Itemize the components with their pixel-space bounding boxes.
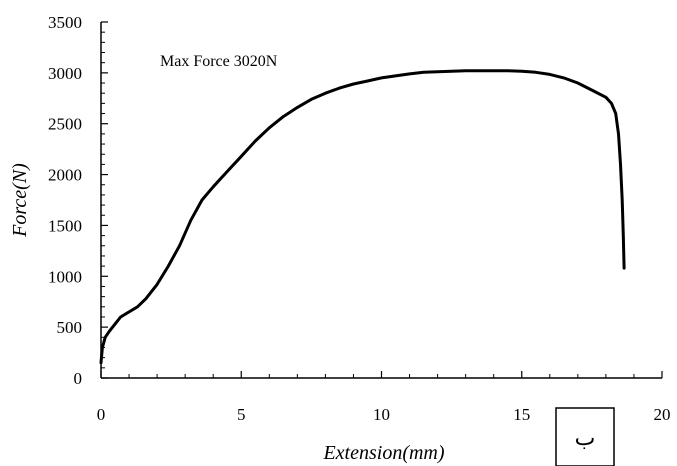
x-tick-label: 5 bbox=[237, 405, 246, 424]
y-tick-label: 1500 bbox=[48, 216, 82, 235]
x-axis-title: Extension(mm) bbox=[322, 442, 444, 464]
x-tick-label: 15 bbox=[513, 405, 530, 424]
y-tick-label: 2500 bbox=[48, 115, 82, 134]
y-tick-label: 3500 bbox=[48, 13, 82, 32]
y-tick-label: 500 bbox=[57, 318, 83, 337]
corner-label-text: ب bbox=[575, 425, 596, 450]
corner-label-box: ب bbox=[555, 407, 615, 466]
y-axis-tick-labels: 0 500 1000 1500 2000 2500 3000 3500 bbox=[48, 13, 82, 388]
plot-area bbox=[100, 22, 662, 379]
max-force-annotation: Max Force 3020N bbox=[160, 53, 278, 70]
y-axis-ticks bbox=[101, 21, 108, 379]
x-axis-tick-labels: 0 5 10 15 20 bbox=[97, 405, 671, 424]
x-axis-ticks bbox=[100, 371, 663, 378]
corner-label-frame bbox=[555, 407, 615, 466]
y-tick-label: 2000 bbox=[48, 166, 82, 185]
y-tick-label: 1000 bbox=[48, 267, 82, 286]
x-tick-label: 0 bbox=[97, 405, 106, 424]
series-group bbox=[99, 69, 626, 365]
force-extension-curve bbox=[99, 69, 626, 365]
y-tick-label: 0 bbox=[74, 369, 83, 388]
y-tick-label: 3000 bbox=[48, 64, 82, 83]
x-tick-label: 20 bbox=[654, 405, 671, 424]
x-tick-label: 10 bbox=[373, 405, 390, 424]
y-axis-title: Force(N) bbox=[9, 163, 31, 238]
